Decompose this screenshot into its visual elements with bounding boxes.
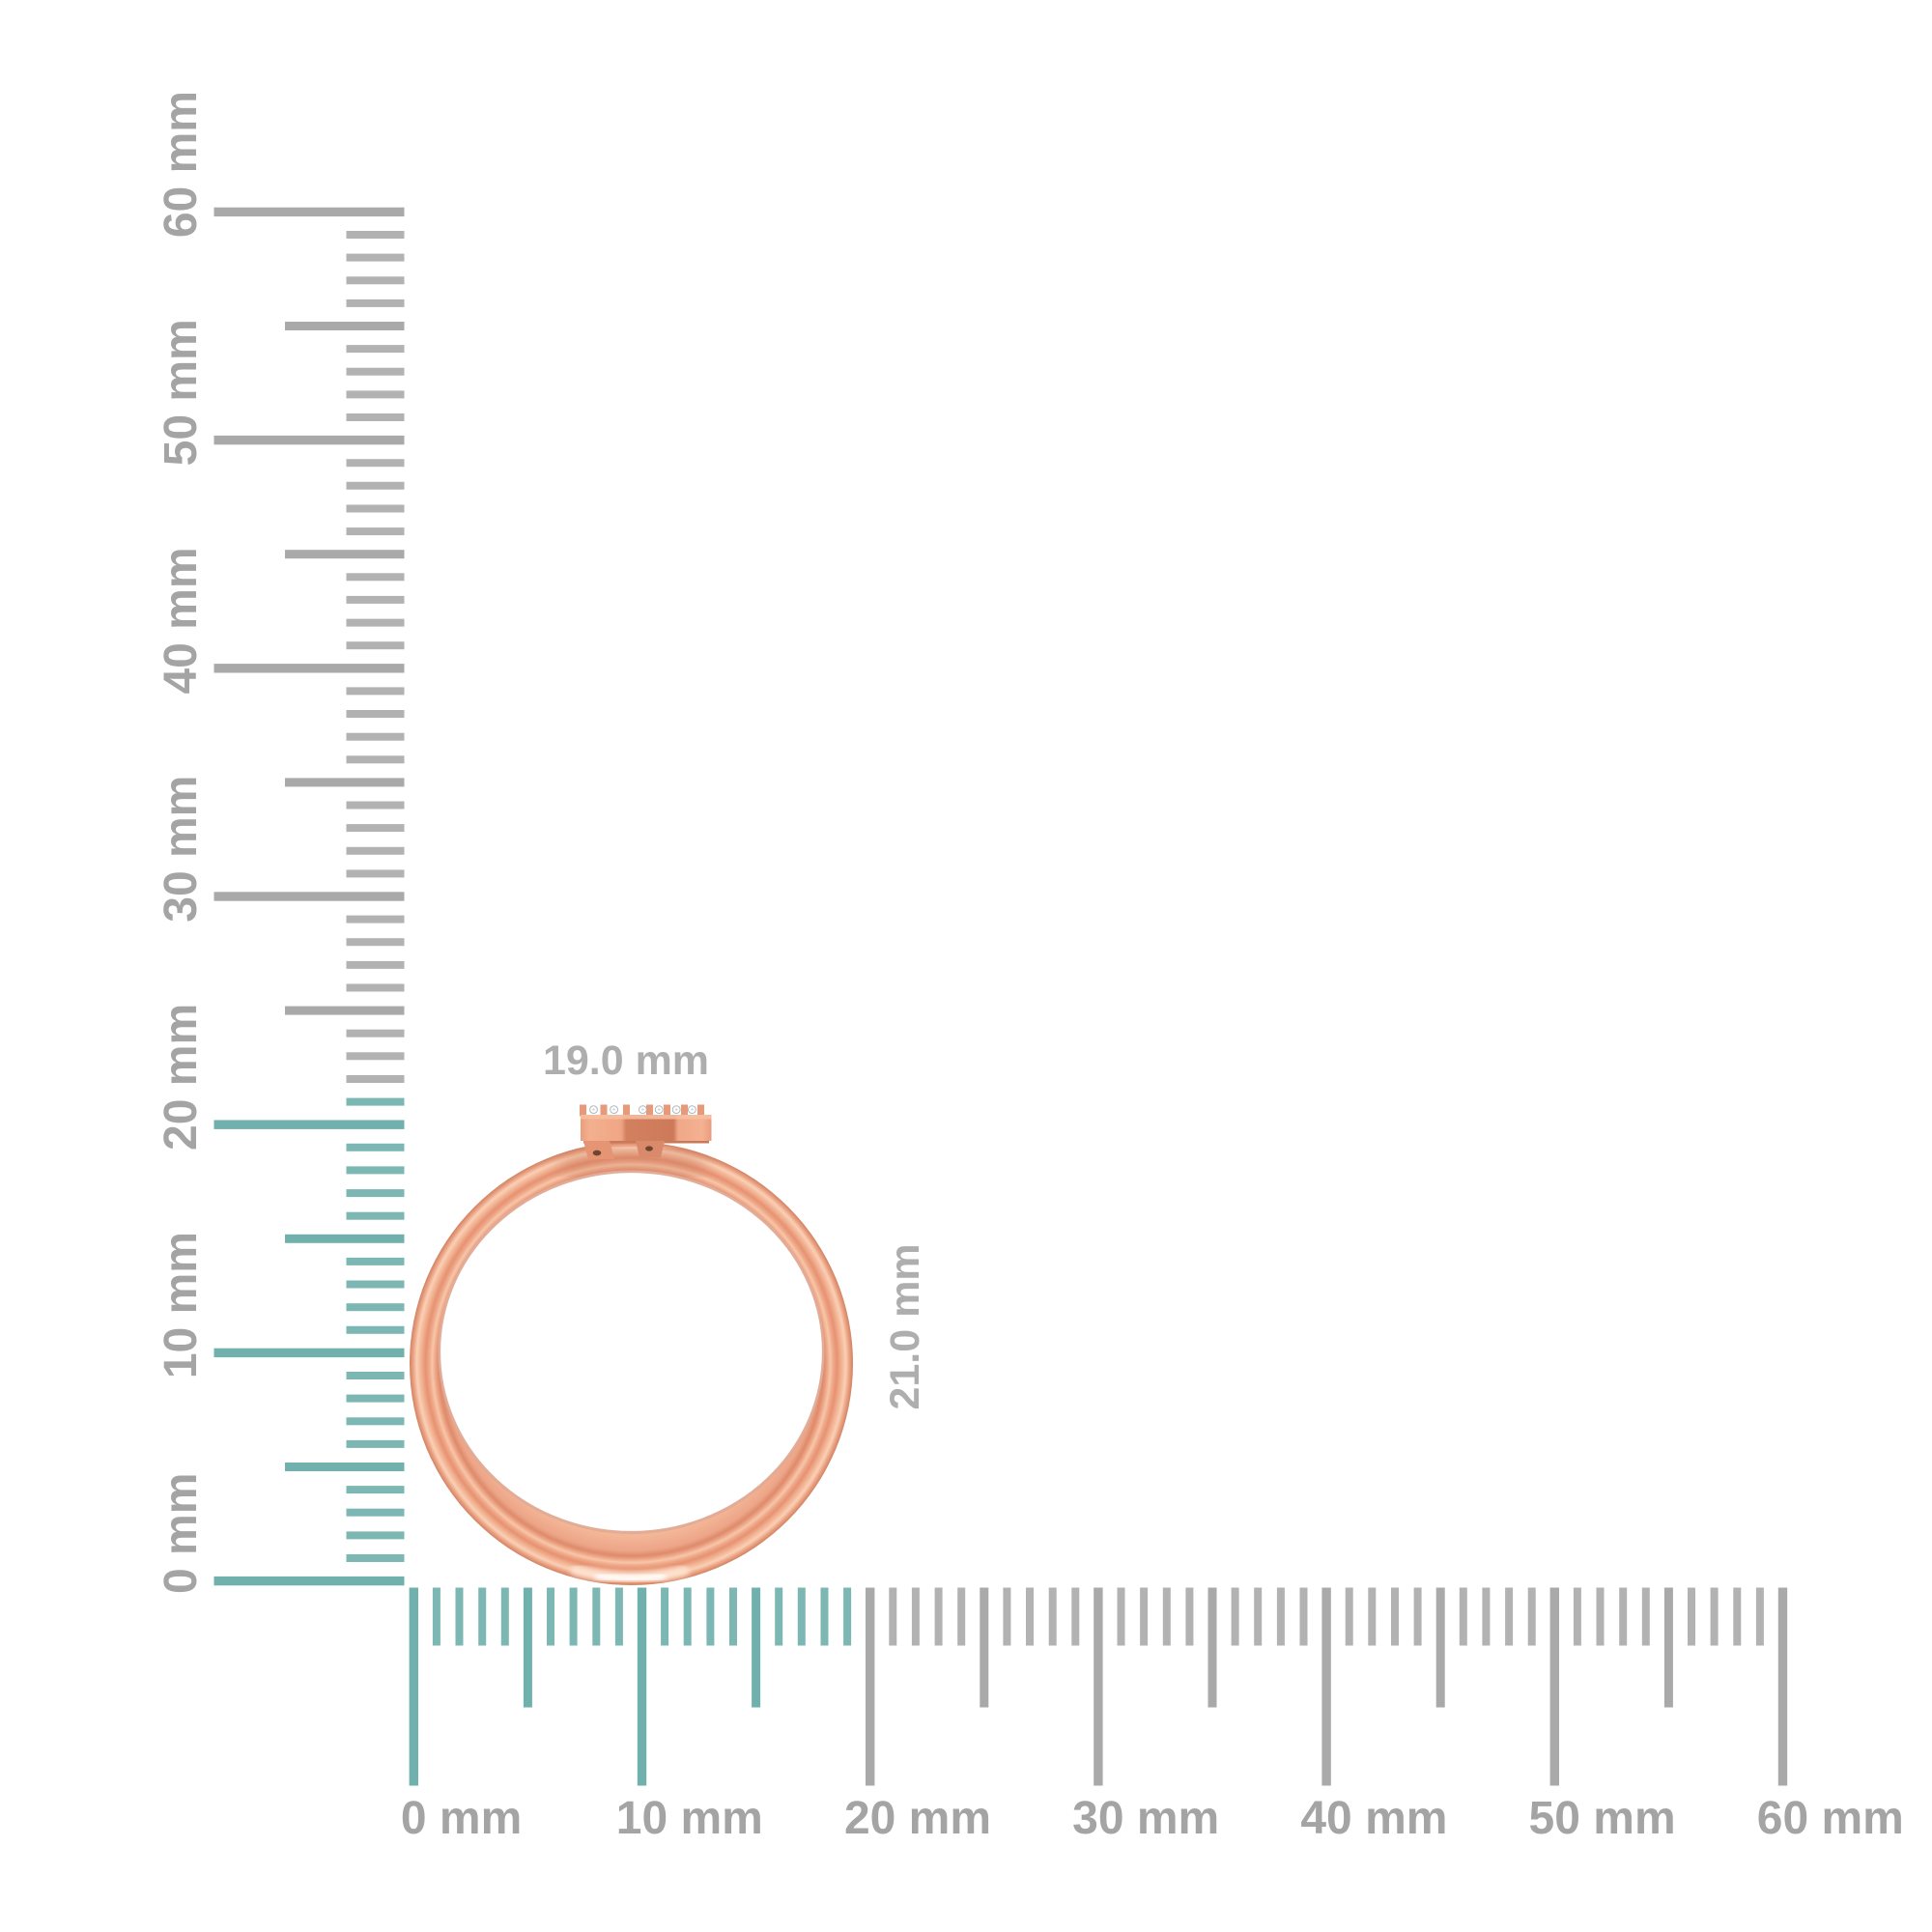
svg-text:50 mm: 50 mm: [1529, 1793, 1676, 1844]
svg-text:0 mm: 0 mm: [401, 1793, 522, 1844]
svg-text:0 mm: 0 mm: [156, 1473, 207, 1594]
svg-text:20 mm: 20 mm: [156, 1004, 207, 1151]
svg-text:40 mm: 40 mm: [156, 547, 207, 694]
svg-text:10 mm: 10 mm: [616, 1793, 763, 1844]
svg-text:30 mm: 30 mm: [1072, 1793, 1219, 1844]
svg-text:30 mm: 30 mm: [156, 776, 207, 923]
svg-text:21.0 mm: 21.0 mm: [882, 1243, 928, 1409]
svg-text:20 mm: 20 mm: [844, 1793, 991, 1844]
svg-text:10 mm: 10 mm: [156, 1232, 207, 1378]
svg-text:60 mm: 60 mm: [1757, 1793, 1904, 1844]
svg-text:50 mm: 50 mm: [156, 319, 207, 466]
svg-text:40 mm: 40 mm: [1300, 1793, 1447, 1844]
svg-text:60 mm: 60 mm: [156, 91, 207, 238]
svg-text:19.0 mm: 19.0 mm: [543, 1037, 709, 1084]
